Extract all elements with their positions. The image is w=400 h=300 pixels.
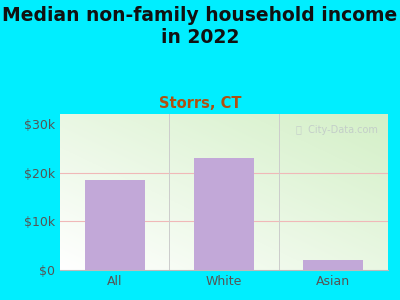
Text: ⓘ  City-Data.com: ⓘ City-Data.com bbox=[296, 125, 378, 135]
Bar bbox=[194, 158, 254, 270]
Bar bbox=[303, 260, 364, 270]
Text: Median non-family household income
in 2022: Median non-family household income in 20… bbox=[2, 6, 398, 47]
Bar bbox=[85, 180, 145, 270]
Text: Storrs, CT: Storrs, CT bbox=[159, 96, 241, 111]
